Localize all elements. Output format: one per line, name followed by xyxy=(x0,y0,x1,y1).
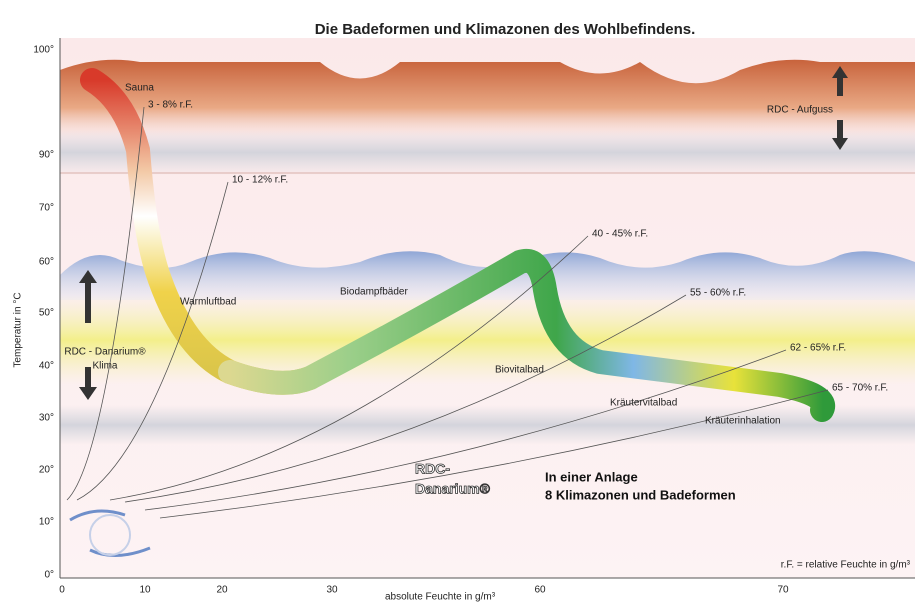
legend-note: r.F. = relative Feuchte in g/m³ xyxy=(781,560,911,571)
note: RDC - Danarium® xyxy=(64,347,146,358)
note: RDC - Aufguss xyxy=(767,105,833,116)
humidity-label: 40 - 45% r.F. xyxy=(592,229,648,240)
humidity-label: 3 - 8% r.F. xyxy=(148,100,193,111)
zone-label: Sauna xyxy=(125,83,154,94)
y-tick-label: 20° xyxy=(39,465,54,476)
y-tick-label: 10° xyxy=(39,517,54,528)
x-tick-label: 10 xyxy=(139,585,151,596)
x-tick-label: 70 xyxy=(777,585,789,596)
humidity-label: 65 - 70% r.F. xyxy=(832,383,888,394)
humidity-label: 55 - 60% r.F. xyxy=(690,288,746,299)
zone-label: Kräutervitalbad xyxy=(610,398,677,409)
zone-label: Kräuterinhalation xyxy=(705,416,781,427)
y-tick-label: 100° xyxy=(33,45,54,56)
zone-label: Warmluftbad xyxy=(180,297,236,308)
brand: Danarium® xyxy=(415,481,491,497)
title: Die Badeformen und Klimazonen des Wohlbe… xyxy=(315,21,696,38)
x-tick-label: 30 xyxy=(326,585,338,596)
humidity-label: 62 - 65% r.F. xyxy=(790,343,846,354)
y-tick-label: 60° xyxy=(39,257,54,268)
tagline: In einer Anlage xyxy=(545,469,638,484)
humidity-label: 10 - 12% r.F. xyxy=(232,175,288,186)
y-tick-label: 90° xyxy=(39,150,54,161)
gray-band xyxy=(60,405,915,445)
y-tick-label: 0° xyxy=(44,570,54,581)
zone-label: Biovitalbad xyxy=(495,365,544,376)
note: Klima xyxy=(92,361,117,372)
x-axis-label: absolute Feuchte in g/m³ xyxy=(385,592,496,603)
x-tick-label: 0 xyxy=(59,585,65,596)
y-axis-label: Temperatur in °C xyxy=(13,292,24,367)
brand: RDC- xyxy=(415,461,450,477)
x-tick-label: 20 xyxy=(216,585,228,596)
y-tick-label: 40° xyxy=(39,361,54,372)
y-tick-label: 30° xyxy=(39,413,54,424)
y-tick-label: 50° xyxy=(39,308,54,319)
diagram: Die Badeformen und Klimazonen des Wohlbe… xyxy=(0,0,918,605)
page: {"title": "Die Badeformen und Klimazonen… xyxy=(0,0,918,605)
gray-band xyxy=(60,130,915,175)
y-tick-label: 70° xyxy=(39,203,54,214)
tagline: 8 Klimazonen und Badeformen xyxy=(545,487,736,502)
x-tick-label: 60 xyxy=(534,585,546,596)
zone-label: Biodampfbäder xyxy=(340,287,408,298)
